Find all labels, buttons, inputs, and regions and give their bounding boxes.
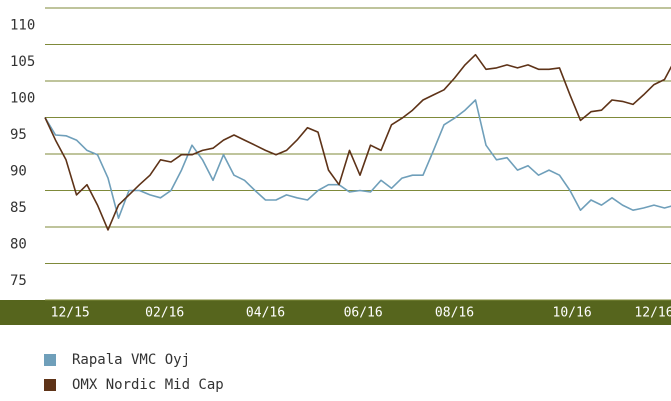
x-tick-label: 12/15: [51, 306, 90, 321]
legend-label: OMX Nordic Mid Cap: [72, 377, 224, 393]
x-tick-label: 08/16: [435, 306, 474, 321]
y-tick-label: 110: [10, 18, 35, 34]
y-tick-label: 85: [10, 200, 27, 216]
x-tick-label: 02/16: [145, 306, 184, 321]
x-tick-label: 06/16: [344, 306, 383, 321]
y-tick-label: 100: [10, 91, 35, 107]
legend-swatch: [44, 354, 56, 366]
legend-label: Rapala VMC Oyj: [72, 352, 190, 368]
x-tick-label: 12/16: [634, 306, 671, 321]
x-axis-band: [0, 300, 671, 325]
y-tick-label: 80: [10, 237, 27, 253]
y-tick-label: 105: [10, 54, 35, 70]
plot-area: [44, 53, 671, 231]
series-line: [44, 53, 671, 231]
y-tick-label: 90: [10, 164, 27, 180]
series-line: [44, 99, 671, 219]
y-tick-label: 95: [10, 127, 27, 143]
y-tick-label: 75: [10, 273, 27, 289]
x-tick-label: 04/16: [246, 306, 285, 321]
legend-swatch: [44, 379, 56, 391]
x-tick-label: 10/16: [553, 306, 592, 321]
